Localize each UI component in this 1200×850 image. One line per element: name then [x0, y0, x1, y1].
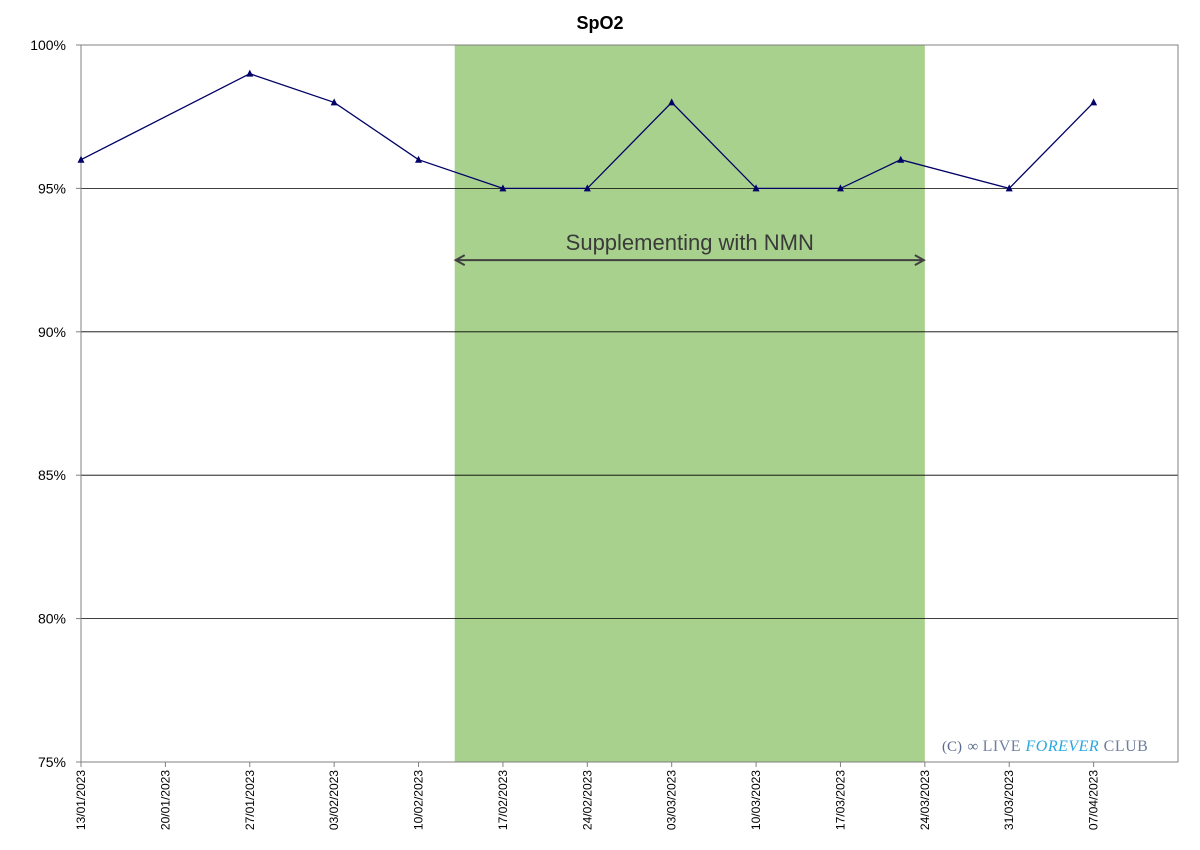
- watermark-text: (C) ∞ LIVE FOREVER CLUB: [942, 738, 1148, 755]
- series-layer: [77, 69, 1098, 192]
- data-point: [77, 155, 85, 163]
- axis-layer: 75% 80% 85% 90% 95% 100% 13/01/2023 20/01/2023 2…: [30, 37, 1178, 830]
- data-point: [499, 184, 507, 192]
- data-point: [1005, 184, 1013, 192]
- x-tick-label: 07/04/2023: [1087, 770, 1101, 830]
- series-line: [80, 72, 1095, 190]
- x-tick-label: 24/02/2023: [580, 770, 594, 830]
- y-tick-label: 100%: [30, 37, 66, 53]
- data-point: [897, 155, 905, 163]
- x-tick-label: 24/03/2023: [918, 770, 932, 830]
- annotation-band-layer: [454, 45, 925, 762]
- data-point: [246, 69, 254, 77]
- y-tick-label: 90%: [38, 324, 66, 340]
- x-tick-label: 31/03/2023: [1002, 770, 1016, 830]
- x-tick-label: 17/02/2023: [496, 770, 510, 830]
- data-point: [668, 98, 676, 106]
- annotation-band-label: Supplementing with NMN: [566, 230, 814, 255]
- data-point: [415, 155, 423, 163]
- y-tick-label: 95%: [38, 180, 66, 196]
- watermark-prefix: (C): [942, 739, 962, 755]
- x-tick-label: 03/02/2023: [327, 770, 341, 830]
- x-tick-label: 13/01/2023: [74, 770, 88, 830]
- infinity-icon: ∞: [967, 739, 978, 755]
- watermark-part3: CLUB: [1104, 738, 1149, 755]
- watermark: (C) ∞ LIVE FOREVER CLUB: [942, 738, 1148, 755]
- chart-title: SpO2: [576, 13, 623, 33]
- y-tick-label: 75%: [38, 754, 66, 770]
- data-point: [752, 184, 760, 192]
- data-point: [1090, 98, 1098, 106]
- annotation-layer: Supplementing with NMN: [453, 230, 926, 266]
- annotation-band: [454, 45, 925, 762]
- y-tick-label: 80%: [38, 611, 66, 627]
- watermark-part1: LIVE: [983, 738, 1021, 755]
- x-tick-label: 10/02/2023: [412, 770, 426, 830]
- data-point: [836, 184, 844, 192]
- x-tick-label: 27/01/2023: [243, 770, 257, 830]
- watermark-part2: FOREVER: [1025, 738, 1100, 755]
- annotation-arrow-head-left: [453, 254, 466, 266]
- grid-layer: [81, 187, 1178, 619]
- x-tick-label: 03/03/2023: [665, 770, 679, 830]
- x-tick-label: 10/03/2023: [749, 770, 763, 830]
- y-tick-label: 85%: [38, 467, 66, 483]
- x-tick-label: 20/01/2023: [158, 770, 172, 830]
- x-tick-label: 17/03/2023: [833, 770, 847, 830]
- annotation-arrow-head-right: [914, 254, 926, 266]
- data-point: [330, 98, 338, 106]
- data-point: [583, 184, 591, 192]
